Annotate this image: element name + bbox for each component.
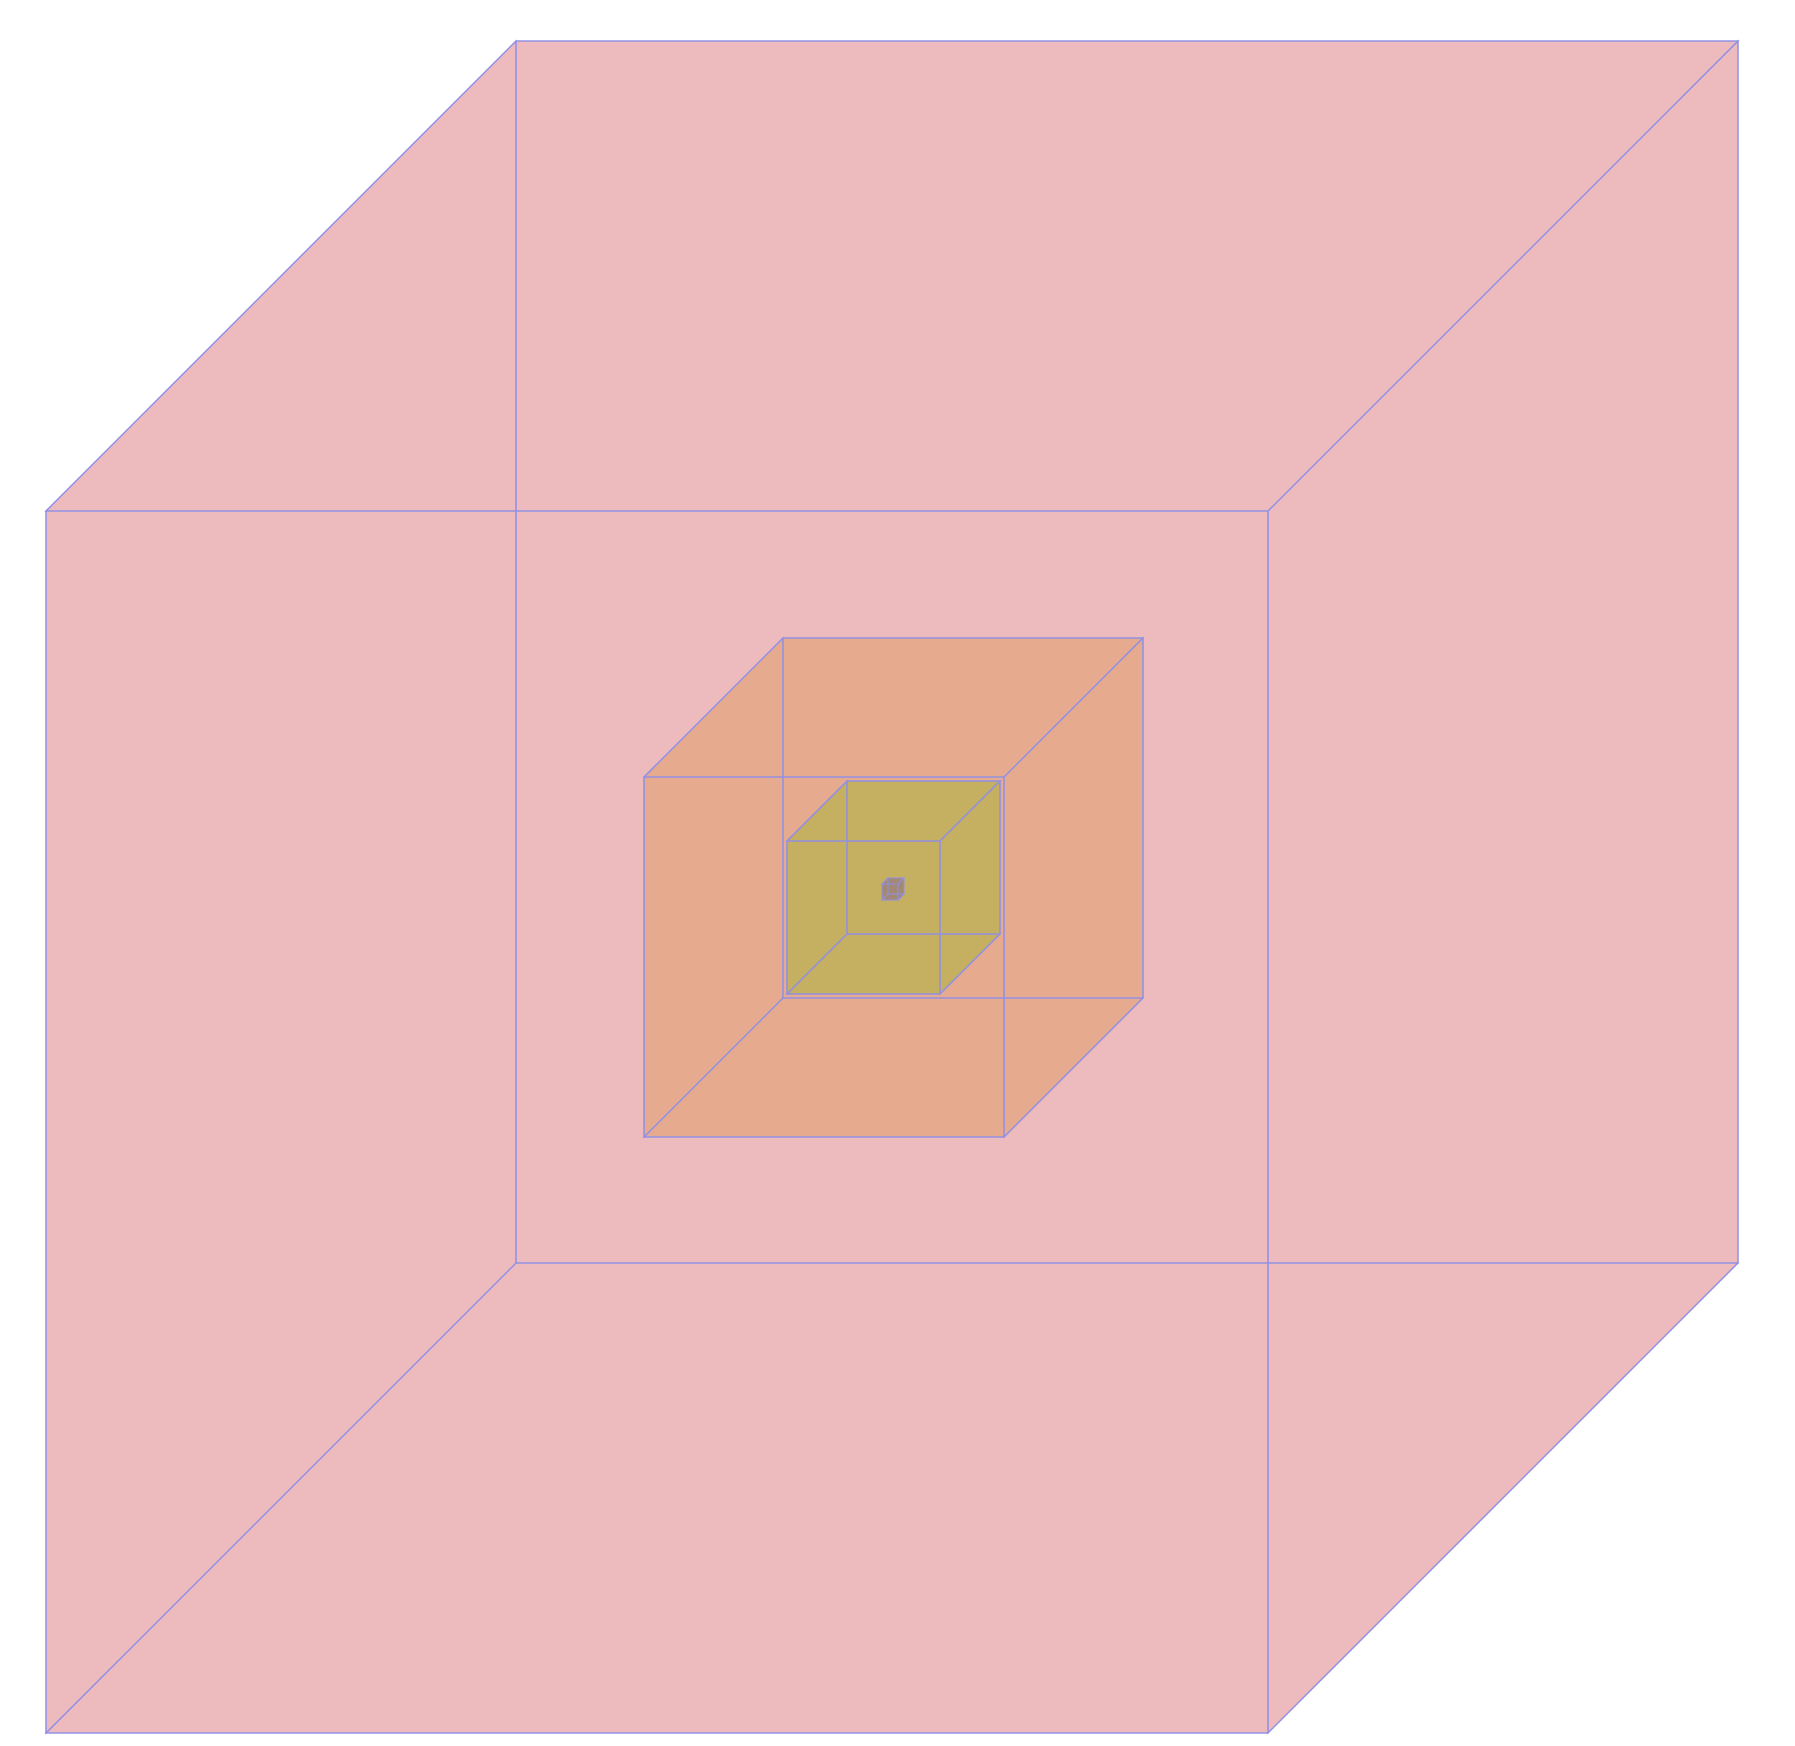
cube-medium-front-face [786, 840, 941, 995]
cube-small-front-face [881, 883, 899, 901]
cube-largest-front-face [45, 510, 1269, 1734]
cube-large-front-face [643, 776, 1005, 1138]
cube-small [880, 876, 906, 902]
